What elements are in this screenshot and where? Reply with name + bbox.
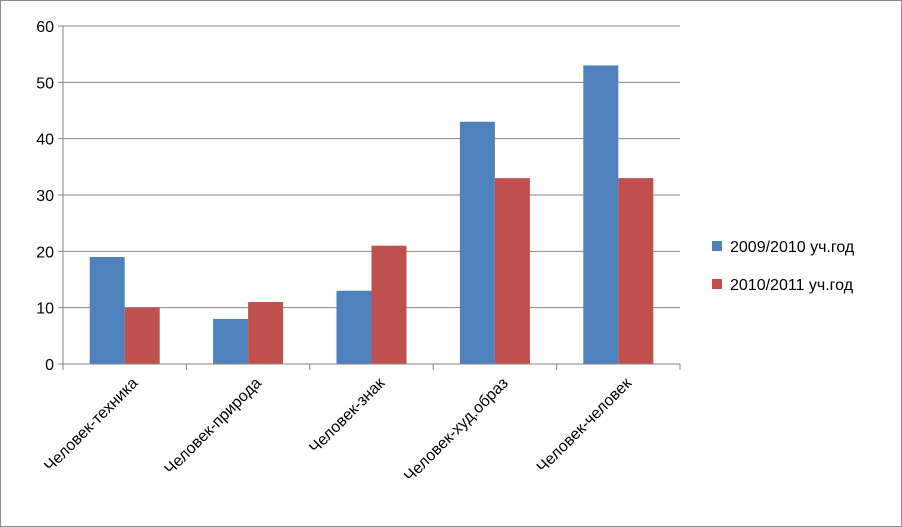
bar [248, 302, 284, 364]
bar [371, 245, 407, 364]
x-category-label: Человек-природа [162, 375, 265, 478]
y-tick-label: 40 [36, 132, 54, 149]
gridlines [63, 25, 680, 309]
bar [459, 121, 495, 365]
bar [213, 318, 249, 364]
bars [89, 65, 654, 365]
x-category-label: Человек-знак [306, 374, 389, 457]
y-tick-label: 0 [45, 357, 54, 374]
bar [583, 65, 619, 364]
bar [124, 307, 160, 364]
y-tick-labels: 0 10 20 30 40 50 60 [36, 19, 54, 374]
bar [89, 256, 125, 364]
bar [618, 178, 654, 364]
legend-swatch [712, 279, 722, 289]
x-category-label: Человек-худ.образ [401, 375, 511, 485]
x-category-label: Человек-человек [534, 374, 636, 476]
bar [494, 178, 530, 364]
legend-label: 2010/2011 уч.год [730, 277, 854, 294]
legend-swatch [712, 241, 722, 251]
x-category-labels: Человек-техника Человек-природа Человек-зн… [41, 374, 636, 485]
axes [58, 25, 681, 370]
y-tick-label: 50 [36, 75, 54, 92]
bar [336, 290, 372, 364]
legend: 2009/2010 уч.год 2010/2011 уч.год [712, 239, 855, 294]
y-tick-label: 20 [36, 244, 54, 261]
y-tick-label: 10 [36, 301, 54, 318]
y-tick-label: 60 [36, 19, 54, 36]
y-tick-label: 30 [36, 188, 54, 205]
legend-label: 2009/2010 уч.год [730, 239, 855, 256]
x-category-label: Человек-техника [41, 375, 141, 475]
